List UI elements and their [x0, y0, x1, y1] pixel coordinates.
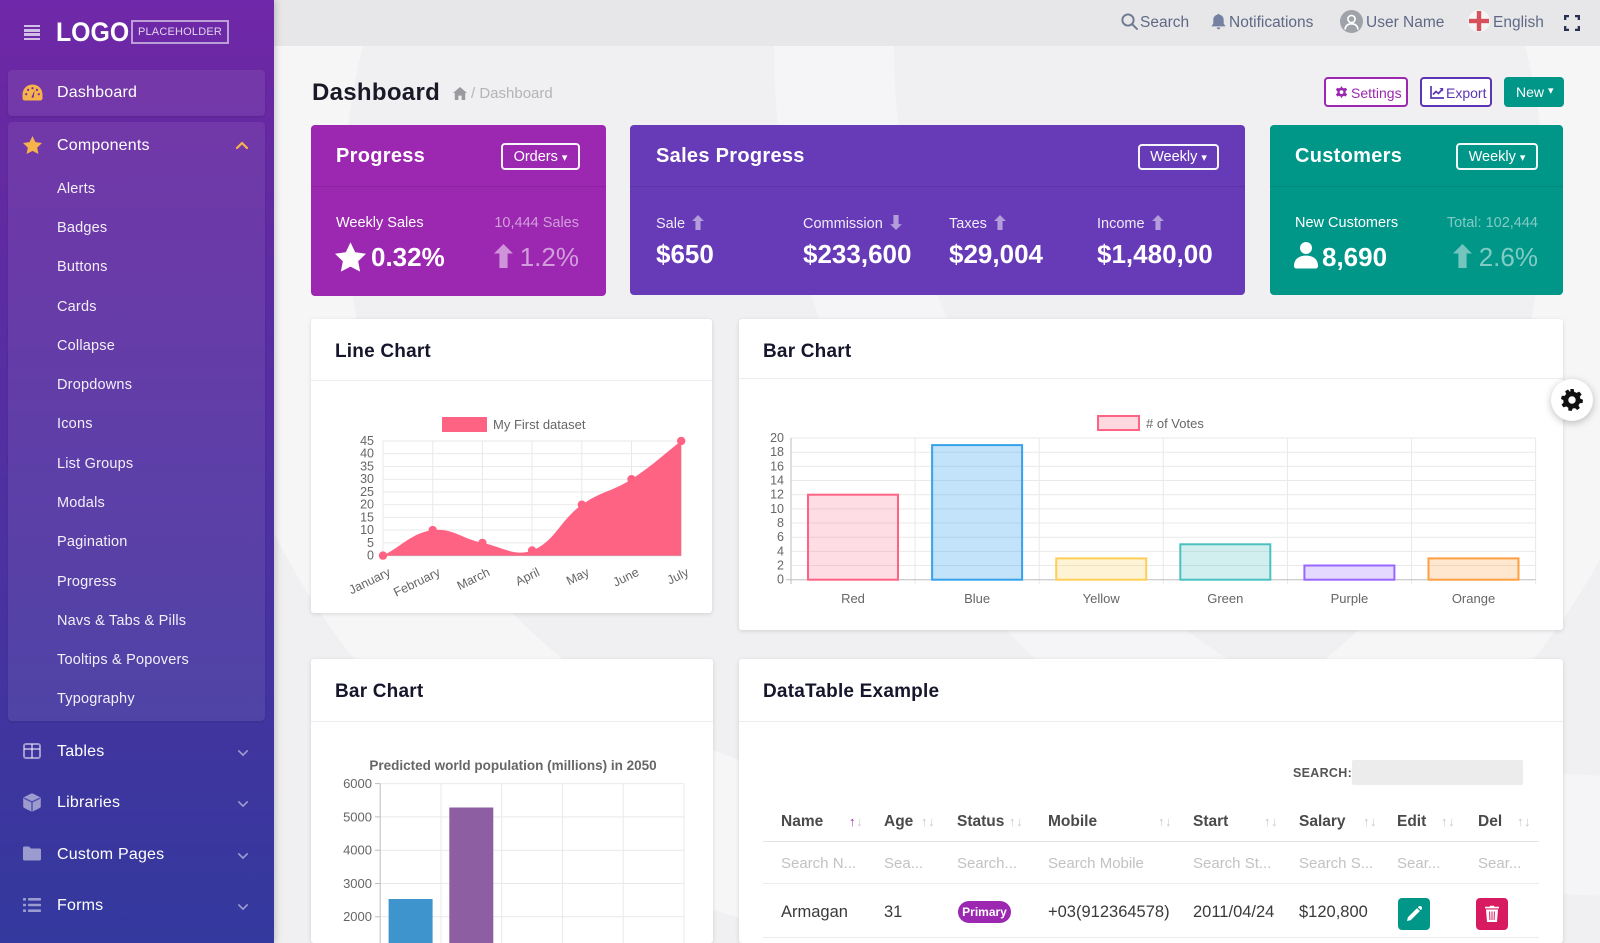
svg-text:3000: 3000 [343, 876, 372, 891]
svg-text:18: 18 [770, 445, 784, 459]
svg-text:5000: 5000 [343, 809, 372, 824]
svg-text:May: May [564, 565, 592, 588]
svg-text:30: 30 [360, 472, 374, 486]
svg-text:0: 0 [777, 573, 784, 587]
svg-text:2: 2 [777, 559, 784, 573]
svg-text:15: 15 [360, 510, 374, 524]
svg-text:Predicted world population (mi: Predicted world population (millions) in… [369, 758, 656, 773]
svg-text:10: 10 [360, 523, 374, 537]
svg-text:40: 40 [360, 447, 374, 461]
svg-text:5: 5 [367, 536, 374, 550]
svg-text:8: 8 [777, 516, 784, 530]
svg-text:35: 35 [360, 460, 374, 474]
svg-text:4: 4 [777, 544, 784, 558]
svg-text:14: 14 [770, 474, 784, 488]
svg-text:0: 0 [367, 549, 374, 563]
svg-text:Red: Red [841, 591, 865, 606]
svg-text:Orange: Orange [1452, 591, 1495, 606]
svg-text:10: 10 [770, 502, 784, 516]
svg-text:February: February [391, 565, 443, 600]
svg-text:June: June [611, 565, 642, 589]
svg-text:January: January [347, 565, 394, 597]
svg-text:Blue: Blue [964, 591, 990, 606]
svg-text:April: April [513, 565, 542, 589]
svg-text:20: 20 [360, 498, 374, 512]
svg-text:16: 16 [770, 459, 784, 473]
svg-text:6: 6 [777, 530, 784, 544]
svg-text:# of Votes: # of Votes [1146, 416, 1204, 431]
svg-text:March: March [455, 565, 492, 593]
svg-text:July: July [665, 565, 692, 588]
svg-text:My First dataset: My First dataset [493, 417, 586, 432]
svg-text:12: 12 [770, 488, 784, 502]
svg-text:2000: 2000 [343, 909, 372, 924]
svg-text:Yellow: Yellow [1083, 591, 1121, 606]
svg-text:20: 20 [770, 431, 784, 445]
svg-text:4000: 4000 [343, 843, 372, 858]
svg-text:Purple: Purple [1331, 591, 1369, 606]
svg-text:25: 25 [360, 485, 374, 499]
svg-text:6000: 6000 [343, 776, 372, 791]
svg-text:Green: Green [1207, 591, 1243, 606]
svg-text:45: 45 [360, 434, 374, 448]
